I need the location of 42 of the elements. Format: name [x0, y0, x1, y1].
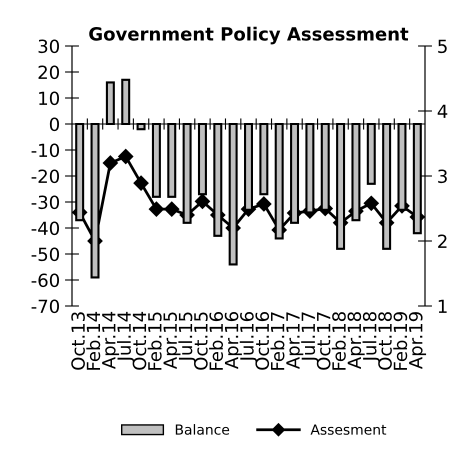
y2-tick-label: 2: [438, 234, 446, 248]
x-tick-label: Oct.18: [378, 312, 392, 370]
y2-tick-label: 1: [438, 300, 447, 313]
x-tick-label: Oct.14: [132, 312, 146, 370]
y-tick-label: 10: [39, 91, 59, 106]
x-tick-label: Jul.17: [301, 312, 318, 362]
x-tick-label: Feb.15: [148, 312, 162, 370]
x-tick-label: Apr.14: [102, 312, 120, 370]
y2-tick-label: 3: [438, 169, 447, 184]
x-tick-label: Feb.14: [86, 312, 100, 370]
x-tick-label: Oct.16: [255, 312, 270, 370]
x-tick-label: Jul.15: [178, 312, 196, 362]
x-tick-label: Apr.17: [286, 312, 304, 370]
x-tick-label: Apr.15: [164, 312, 180, 370]
y-tick-label: -70: [32, 299, 59, 314]
x-tick-label: Feb.18: [332, 312, 346, 370]
x-tick-label: Feb.19: [393, 312, 408, 370]
y2-tick-label: 4: [438, 104, 448, 118]
y-tick-label: -40: [32, 221, 59, 236]
y-tick-label: -30: [32, 195, 59, 210]
x-tick-label: Jul.16: [240, 312, 258, 362]
x-tick-label: Jul.14: [116, 312, 134, 362]
x-tick-label: Oct.13: [71, 312, 85, 370]
x-tick-label: Oct.15: [194, 312, 208, 370]
x-tick-label: Feb.16: [209, 312, 224, 370]
y-tick-label: -60: [32, 273, 59, 288]
x-tick-label: Oct.17: [316, 312, 330, 370]
y-tick-label: -10: [32, 143, 59, 158]
y-tick-label: -20: [32, 169, 59, 184]
chart-title: Government Policy Assessment: [89, 26, 408, 44]
y-tick-label: 30: [38, 39, 59, 54]
x-tick-label: Apr.16: [224, 312, 242, 370]
y-tick-label: 0: [50, 117, 59, 132]
x-tick-label: Jul.18: [362, 312, 380, 362]
y2-tick-label: 5: [438, 40, 447, 54]
x-tick-label: Apr.19: [408, 312, 426, 370]
legend-label: Balance: [176, 424, 230, 435]
y-tick-label: 20: [38, 65, 59, 80]
x-tick-label: Feb.17: [270, 312, 284, 370]
x-tick-label: Apr.18: [348, 312, 365, 370]
legend-label: Assesment: [310, 424, 386, 435]
y-tick-label: -50: [32, 247, 59, 262]
